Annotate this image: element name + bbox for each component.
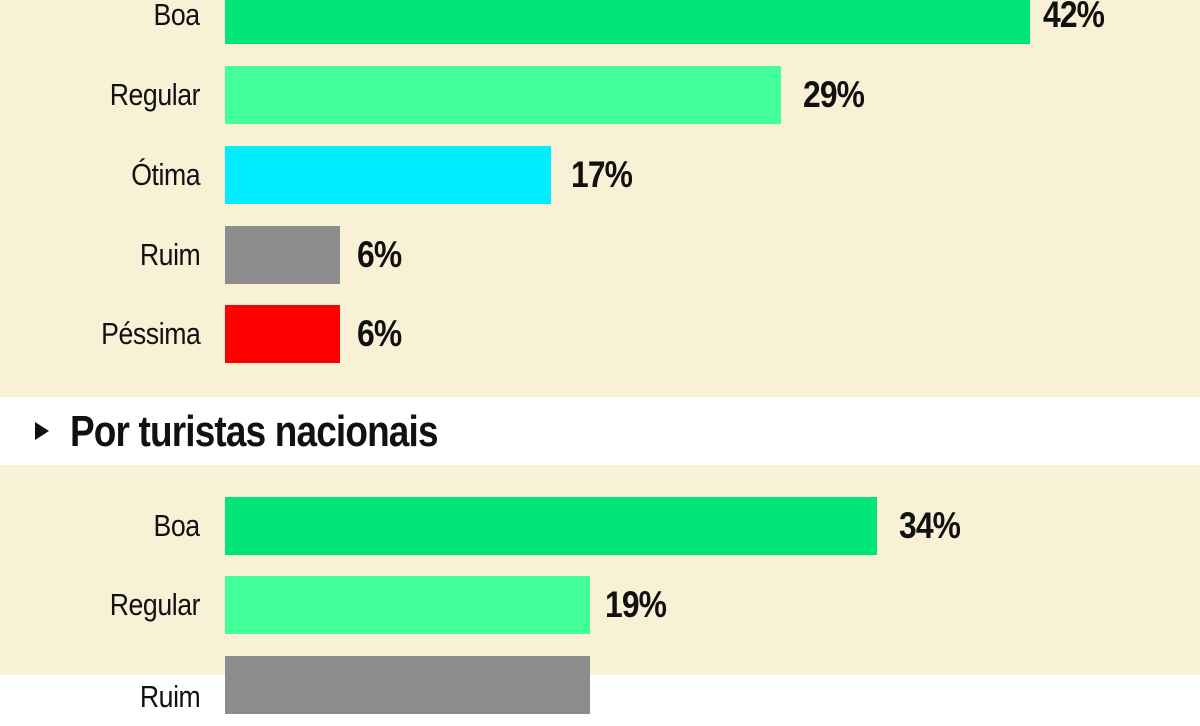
bar-value: 6% <box>357 234 402 275</box>
bar <box>225 0 1030 44</box>
bar-label: Péssima <box>100 316 201 351</box>
bar-row-ruim: Ruim <box>0 656 1200 714</box>
bar-value: 17% <box>571 154 633 195</box>
bar-label: Regular <box>109 587 201 622</box>
bar-label: Ruim <box>139 679 201 714</box>
section-header: Por turistas nacionais <box>0 397 1200 465</box>
bar-row-ruim: Ruim 6% <box>0 226 1200 284</box>
section-title: Por turistas nacionais <box>70 407 439 456</box>
bar <box>225 305 340 363</box>
bar <box>225 66 781 124</box>
bar-row-otima: Ótima 17% <box>0 146 1200 204</box>
bar-label: Regular <box>109 77 201 112</box>
bar-row-boa: Boa 42% <box>0 0 1200 44</box>
bar-value: 19% <box>605 584 667 625</box>
chart-panel-overall: Boa 42% Regular 29% Ótima 17% Ruim 6% Pé… <box>0 0 1200 397</box>
bar <box>225 497 877 555</box>
bar-row-pessima: Péssima 6% <box>0 305 1200 363</box>
bar <box>225 226 340 284</box>
bar-value: 29% <box>803 74 865 115</box>
bar-row-regular: Regular 19% <box>0 576 1200 634</box>
triangle-right-icon <box>35 422 49 440</box>
bar-value: 34% <box>899 505 961 546</box>
bar-row-boa: Boa 34% <box>0 497 1200 555</box>
bar <box>225 146 551 204</box>
bar-label: Boa <box>153 0 201 32</box>
bar <box>225 656 590 714</box>
bar-value: 42% <box>1043 0 1105 35</box>
bar-label: Ruim <box>139 237 201 272</box>
bar-row-regular: Regular 29% <box>0 66 1200 124</box>
bar-label: Ótima <box>131 157 200 192</box>
chart-panel-nacionais: Boa 34% Regular 19% Ruim <box>0 465 1200 714</box>
bar-value: 6% <box>357 313 402 354</box>
bar-label: Boa <box>153 508 201 543</box>
bar <box>225 576 590 634</box>
